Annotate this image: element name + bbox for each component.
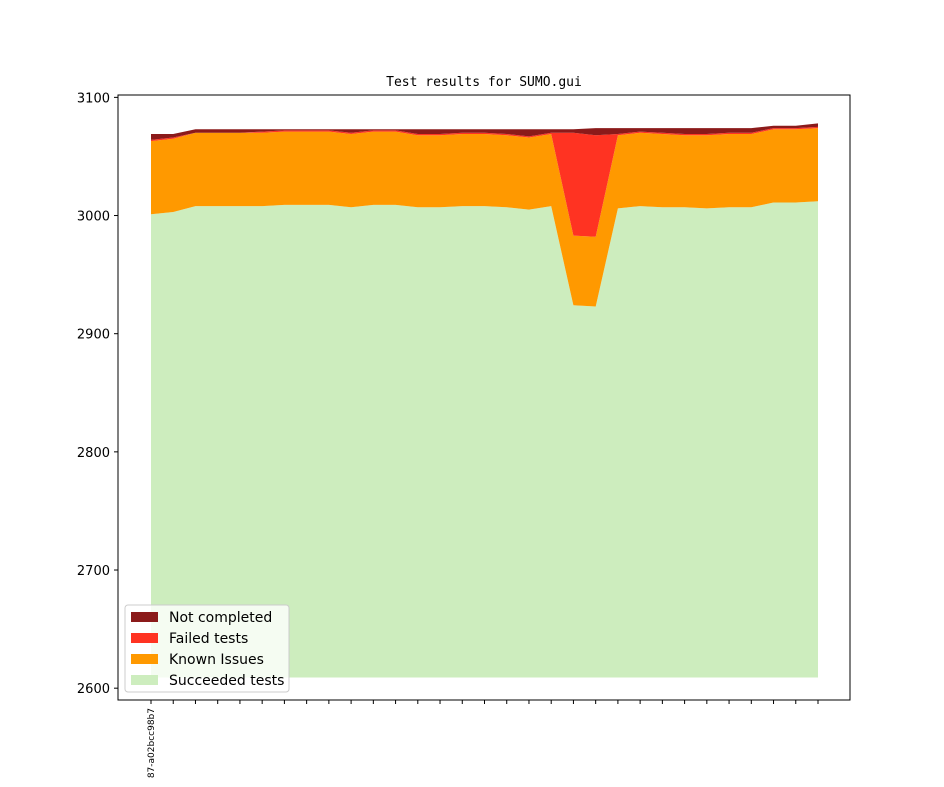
y-tick-label: 2900: [77, 328, 110, 343]
legend-swatch: [131, 633, 158, 643]
y-tick-label: 2700: [77, 564, 110, 579]
area-succeeded-tests: [151, 201, 818, 678]
legend-swatch: [131, 675, 158, 685]
legend: Not completed Failed tests Known Issues Suc…: [124, 604, 290, 693]
x-axis: 87-a02bcc98b7: [147, 700, 819, 778]
chart-title: Test results for SUMO.gui: [386, 75, 582, 90]
y-tick-label: 2800: [77, 446, 110, 461]
x-tick-label: 87-a02bcc98b7: [147, 708, 157, 778]
area-known-issues: [151, 128, 818, 307]
legend-swatch: [131, 654, 158, 664]
series-areas: [151, 123, 818, 678]
y-tick-label: 3100: [77, 91, 110, 106]
legend-swatch: [131, 612, 158, 622]
legend-label: Succeeded tests: [169, 673, 284, 689]
y-tick-label: 2600: [77, 682, 110, 697]
y-tick-label: 3000: [77, 210, 110, 225]
legend-label: Not completed: [169, 610, 272, 626]
legend-label: Known Issues: [169, 652, 264, 668]
area-not-completed: [151, 123, 818, 140]
y-axis: 2600 2700 2800 2900 3000 3100: [77, 91, 118, 697]
legend-box: [124, 604, 290, 693]
legend-label: Failed tests: [169, 631, 248, 647]
